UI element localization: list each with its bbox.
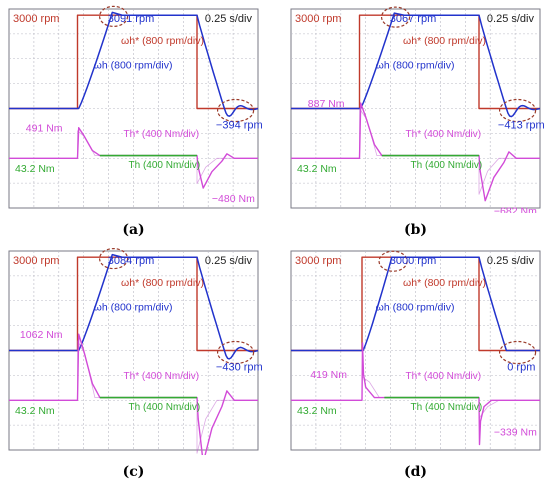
- min-torque-label: −682 Nm: [494, 206, 537, 213]
- torque-trace: [9, 333, 258, 455]
- overshoot-marker: [98, 5, 129, 27]
- torque-trace-label: Th (400 Nm/div): [129, 160, 201, 171]
- peak-torque-label: 419 Nm: [310, 369, 347, 381]
- time-scale-label: 0.25 s/div: [487, 13, 535, 25]
- speed-trace: [291, 12, 541, 118]
- ref-speed-label: 3000 rpm: [295, 13, 341, 25]
- speed-trace-label: ωh (800 rpm/div): [376, 60, 455, 72]
- speed-trace-label: ωh (800 rpm/div): [376, 302, 455, 314]
- torque-trace: [291, 102, 540, 202]
- panel-b: 3000 rpm 3067 rpm 0.25 s/div ωh* (800 rpm/d…: [285, 3, 546, 213]
- ref-torque-trace-label: Th* (400 Nm/div): [124, 129, 200, 140]
- time-scale-label: 0.25 s/div: [205, 13, 253, 25]
- undershoot-marker: [498, 98, 537, 123]
- peak-torque-label: 1062 Nm: [20, 329, 63, 341]
- torque-trace-label: Th (400 Nm/div): [411, 160, 483, 171]
- load-torque-label: 43.2 Nm: [15, 405, 55, 417]
- ref-speed-trace-label: ωh* (800 rpm/div): [121, 277, 204, 289]
- undershoot-label: 0 rpm: [507, 362, 535, 374]
- torque-trace-label: Th (400 Nm/div): [411, 402, 483, 413]
- min-torque-label: −339 Nm: [494, 426, 537, 438]
- speed-trace: [291, 256, 540, 352]
- peak-torque-label: 887 Nm: [308, 98, 345, 110]
- torque-trace-label: Th (400 Nm/div): [129, 402, 201, 413]
- peak-speed-label: 3000 rpm: [390, 255, 436, 267]
- speed-trace-label: ωh (800 rpm/div): [94, 302, 173, 314]
- time-scale-label: 0.25 s/div: [205, 255, 253, 267]
- ref-torque-trace-label: Th* (400 Nm/div): [406, 129, 482, 140]
- load-torque-label: 43.2 Nm: [297, 163, 337, 175]
- undershoot-marker: [216, 340, 255, 365]
- ref-speed-label: 3000 rpm: [295, 255, 341, 267]
- undershoot-label: −413 rpm: [498, 120, 545, 132]
- ref-speed-trace-label: ωh* (800 rpm/div): [121, 35, 204, 47]
- panel-a: 3000 rpm 3091 rpm 0.25 s/div ωh* (800 rpm/d…: [3, 3, 264, 213]
- undershoot-label: −394 rpm: [216, 120, 263, 132]
- undershoot-marker: [498, 340, 537, 365]
- min-torque-label: −480 Nm: [212, 193, 255, 205]
- speed-trace: [9, 253, 259, 360]
- panel-c: 3000 rpm 3084 rpm 0.25 s/div ωh* (800 rpm/d…: [3, 245, 264, 455]
- peak-speed-label: 3091 rpm: [108, 13, 154, 25]
- overshoot-marker: [380, 6, 411, 28]
- panel-caption-d: (d): [403, 464, 428, 480]
- load-torque-label: 43.2 Nm: [297, 405, 337, 417]
- peak-speed-label: 3067 rpm: [390, 13, 436, 25]
- ref-speed-trace-label: ωh* (800 rpm/div): [403, 35, 486, 47]
- speed-trace: [9, 11, 259, 117]
- load-torque-label: 43.2 Nm: [15, 163, 55, 175]
- peak-torque-label: 491 Nm: [26, 123, 63, 135]
- overshoot-marker: [98, 248, 129, 270]
- ref-speed-label: 3000 rpm: [13, 255, 59, 267]
- undershoot-label: −430 rpm: [216, 362, 263, 374]
- ref-torque-trace-label: Th* (400 Nm/div): [124, 371, 200, 382]
- overshoot-marker: [378, 250, 408, 272]
- time-scale-label: 0.25 s/div: [487, 255, 535, 267]
- panel-caption-b: (b): [403, 222, 428, 238]
- ref-speed-trace-label: ωh* (800 rpm/div): [403, 277, 486, 289]
- speed-trace-label: ωh (800 rpm/div): [94, 60, 173, 72]
- torque-trace: [9, 126, 258, 189]
- panel-caption-a: (a): [122, 222, 145, 238]
- ref-speed-label: 3000 rpm: [13, 13, 59, 25]
- panel-d: 3000 rpm 3000 rpm 0.25 s/div ωh* (800 rpm/d…: [285, 245, 546, 455]
- panel-caption-c: (c): [122, 464, 145, 480]
- ref-torque-trace-label: Th* (400 Nm/div): [406, 371, 482, 382]
- undershoot-marker: [216, 98, 255, 123]
- peak-speed-label: 3084 rpm: [108, 255, 154, 267]
